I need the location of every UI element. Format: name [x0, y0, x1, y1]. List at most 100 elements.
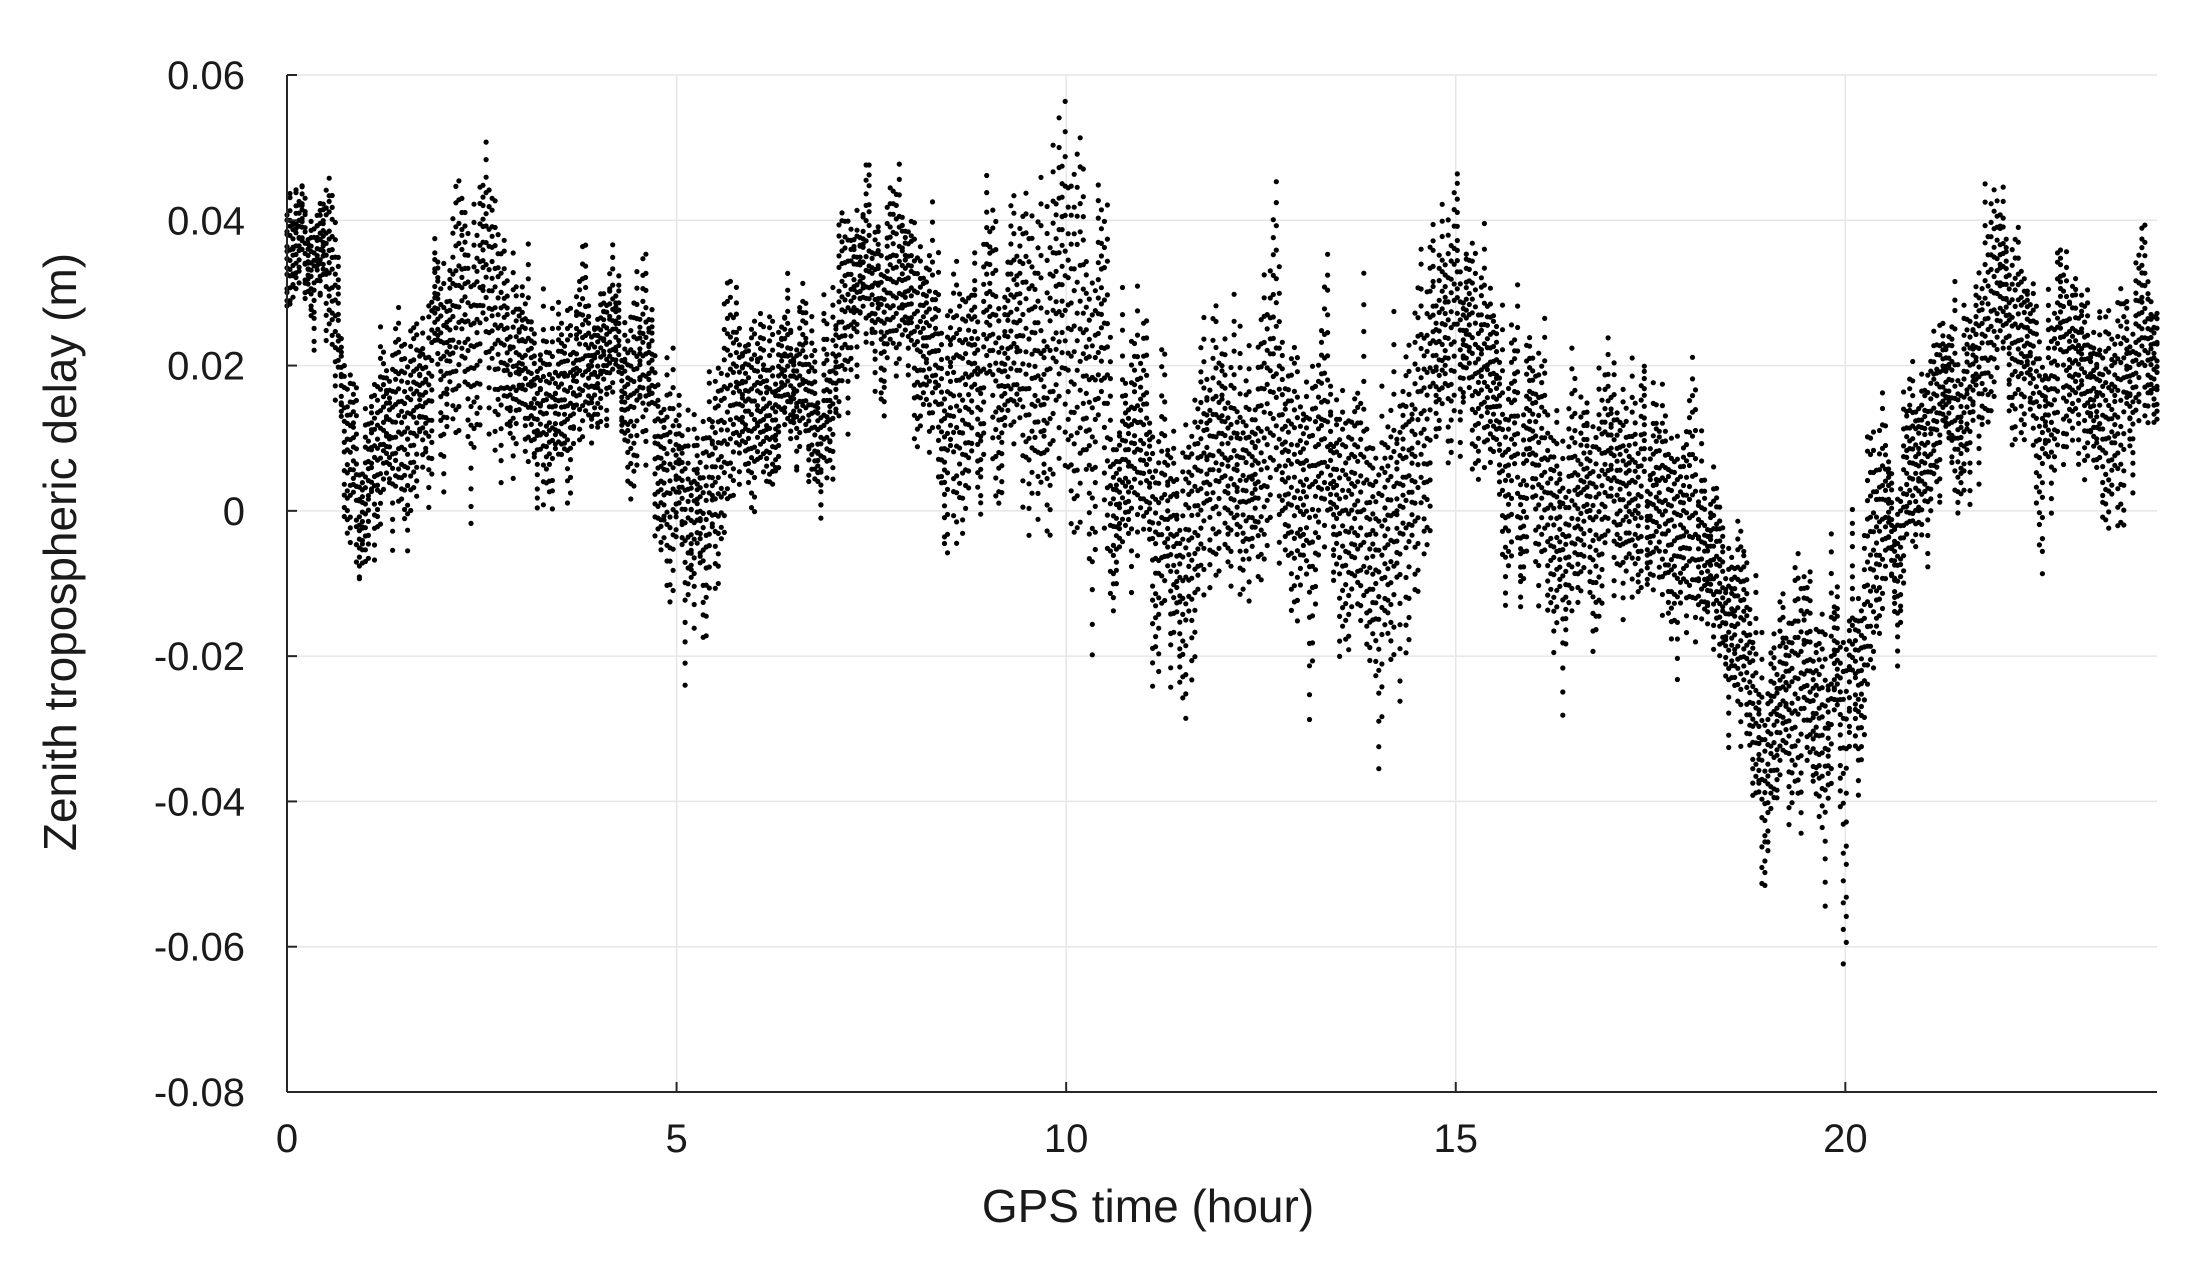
data-point	[311, 347, 317, 353]
data-point	[1077, 450, 1083, 456]
data-point	[1273, 445, 1279, 451]
data-point	[1300, 411, 1306, 417]
data-point	[1062, 154, 1068, 160]
data-point	[1291, 495, 1297, 501]
data-point	[1373, 658, 1379, 665]
data-point	[1436, 396, 1442, 403]
data-point	[353, 413, 359, 419]
data-point	[676, 489, 682, 495]
data-point	[543, 466, 550, 472]
data-point	[794, 368, 800, 374]
data-point	[736, 481, 743, 487]
data-point	[426, 335, 432, 341]
data-point	[1424, 542, 1430, 548]
data-point	[1198, 399, 1204, 406]
data-point	[760, 324, 767, 330]
data-point	[1056, 144, 1062, 151]
data-point	[1346, 611, 1352, 618]
data-point	[1107, 501, 1113, 507]
data-point	[969, 409, 975, 415]
data-point	[1294, 442, 1300, 448]
data-point	[682, 506, 688, 512]
data-point	[1291, 451, 1297, 457]
data-point	[1403, 574, 1409, 581]
data-point	[941, 491, 948, 497]
data-point	[1303, 379, 1310, 385]
data-point	[682, 597, 688, 603]
data-point	[489, 288, 495, 294]
data-point	[1119, 327, 1126, 333]
data-point	[531, 405, 537, 411]
data-point	[1318, 470, 1325, 476]
data-point	[347, 372, 353, 378]
data-point	[471, 399, 477, 405]
data-point	[947, 308, 954, 314]
data-point	[1107, 376, 1113, 382]
data-point	[963, 351, 969, 357]
data-point	[1068, 353, 1074, 359]
data-point	[1195, 512, 1201, 518]
data-point	[830, 476, 836, 482]
data-point	[1147, 484, 1153, 490]
data-point	[1005, 317, 1011, 323]
data-point	[1174, 490, 1180, 496]
data-point	[1436, 278, 1442, 284]
data-point	[969, 440, 975, 446]
data-point	[1427, 407, 1433, 413]
data-point	[1011, 257, 1017, 263]
data-point	[528, 345, 534, 351]
data-point	[1147, 526, 1153, 533]
data-point	[1131, 340, 1138, 347]
data-point	[429, 398, 435, 404]
data-point	[1198, 453, 1204, 460]
data-point	[1252, 407, 1258, 413]
data-point	[1352, 454, 1358, 460]
data-point	[1192, 607, 1198, 613]
data-point	[386, 454, 393, 461]
data-point	[1243, 518, 1249, 524]
data-point	[577, 341, 583, 347]
data-point	[317, 278, 323, 284]
data-point	[848, 298, 854, 304]
data-point	[1367, 644, 1373, 651]
data-point	[495, 396, 501, 402]
data-point	[1373, 479, 1379, 485]
data-point	[341, 373, 347, 379]
data-point	[999, 345, 1005, 351]
data-point	[1150, 434, 1156, 440]
data-point	[884, 355, 890, 361]
data-point	[694, 442, 700, 448]
data-point	[1291, 344, 1297, 351]
data-point	[824, 357, 830, 363]
data-point	[1433, 392, 1439, 398]
data-point	[637, 346, 643, 352]
data-point	[1008, 309, 1014, 315]
data-point	[634, 388, 640, 394]
data-point	[486, 349, 492, 355]
data-point	[990, 392, 996, 398]
data-point	[1415, 540, 1421, 547]
data-point	[1062, 338, 1068, 344]
data-point	[368, 460, 375, 466]
data-point	[736, 325, 743, 331]
data-point	[450, 416, 456, 422]
data-point	[610, 242, 616, 248]
data-point	[441, 431, 447, 437]
data-point	[917, 349, 924, 355]
data-point	[1023, 371, 1029, 377]
data-point	[1243, 488, 1249, 494]
data-point	[1246, 598, 1252, 604]
data-point	[577, 368, 583, 374]
data-point	[972, 314, 978, 320]
data-point	[1273, 394, 1279, 400]
data-point	[1240, 430, 1246, 436]
data-point	[631, 378, 637, 385]
data-point	[1092, 480, 1098, 486]
data-point	[872, 237, 878, 243]
data-point	[685, 427, 691, 433]
data-point	[601, 376, 607, 382]
data-point	[1300, 431, 1306, 437]
data-point	[860, 212, 866, 218]
data-point	[1068, 241, 1074, 247]
data-point	[1177, 540, 1183, 547]
